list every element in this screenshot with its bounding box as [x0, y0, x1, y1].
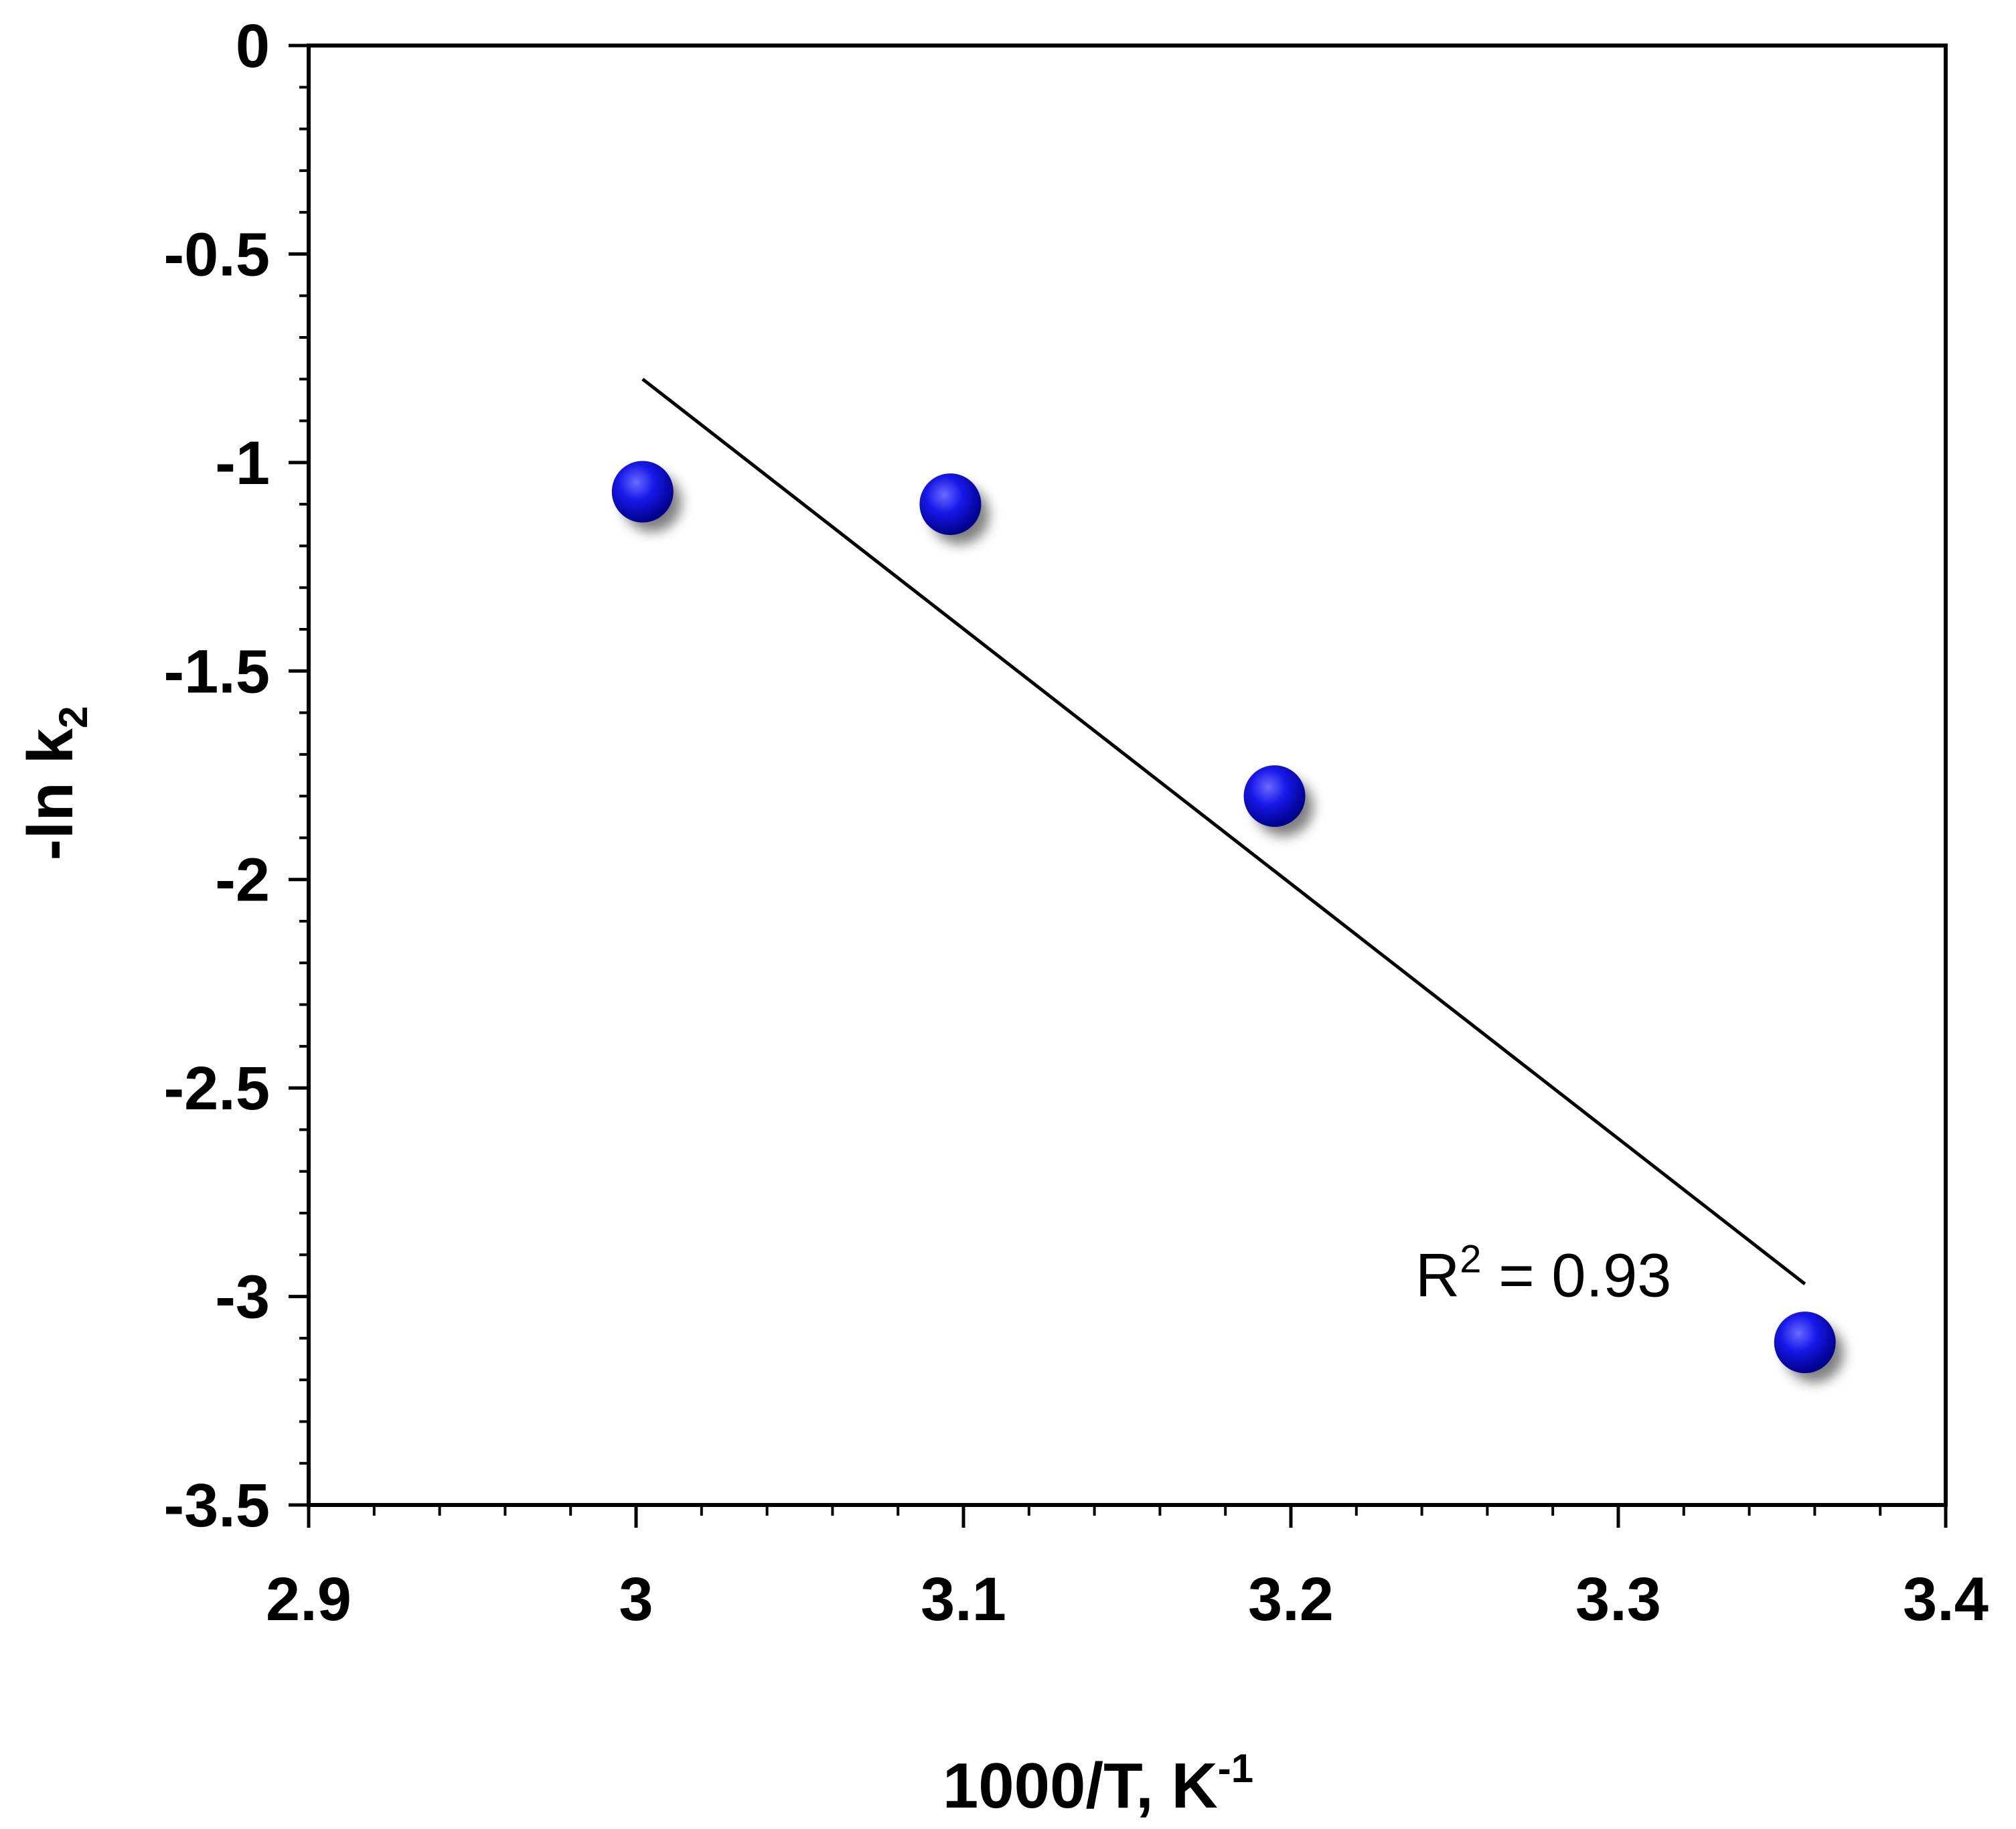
y-tick-label: -3	[215, 1263, 270, 1332]
y-axis-title-text: -ln k	[15, 728, 86, 860]
x-axis-title-text: 1000/T, K	[943, 1750, 1218, 1822]
y-axis-ticks: 0 -0.5 -1 -1.5 -2 -2.5 -3 -3.5	[163, 12, 309, 1540]
x-tick-label: 3.3	[1575, 1565, 1661, 1634]
x-axis-title: 1000/T, K-1	[943, 1746, 1253, 1822]
data-point	[919, 473, 982, 536]
x-tick-label: 3	[619, 1565, 653, 1634]
x-tick-label: 3.4	[1903, 1565, 1989, 1634]
y-tick-label: -3.5	[163, 1472, 270, 1540]
y-tick-label: 0	[236, 12, 270, 80]
data-point	[1243, 765, 1306, 827]
x-tick-label: 3.1	[921, 1565, 1006, 1634]
x-axis-title-superscript: -1	[1218, 1746, 1253, 1791]
y-tick-label: -1.5	[163, 637, 270, 706]
y-tick-label: -2	[215, 846, 270, 914]
r-squared-superscript: 2	[1460, 1238, 1481, 1281]
trendline-group	[641, 378, 1806, 1285]
data-points	[611, 461, 1844, 1383]
x-axis-ticks: 2.9 3 3.1 3.2 3.3 3.4	[266, 1505, 1989, 1634]
r-squared-label: R	[1415, 1242, 1460, 1310]
y-tick-label: -0.5	[163, 220, 270, 289]
plot-area	[307, 44, 1948, 1507]
y-axis-title: -ln k2	[15, 706, 96, 861]
y-tick-label: -2.5	[163, 1054, 270, 1123]
x-tick-label: 2.9	[266, 1565, 352, 1634]
data-point	[611, 461, 674, 523]
r-squared-value: = 0.93	[1482, 1242, 1672, 1310]
trendline	[641, 378, 1806, 1285]
r-squared-annotation: R2 = 0.93	[1415, 1238, 1672, 1310]
y-tick-label: -1	[215, 429, 270, 497]
y-axis-title-subscript: 2	[51, 706, 96, 728]
x-tick-label: 3.2	[1248, 1565, 1334, 1634]
data-point	[1774, 1311, 1836, 1374]
